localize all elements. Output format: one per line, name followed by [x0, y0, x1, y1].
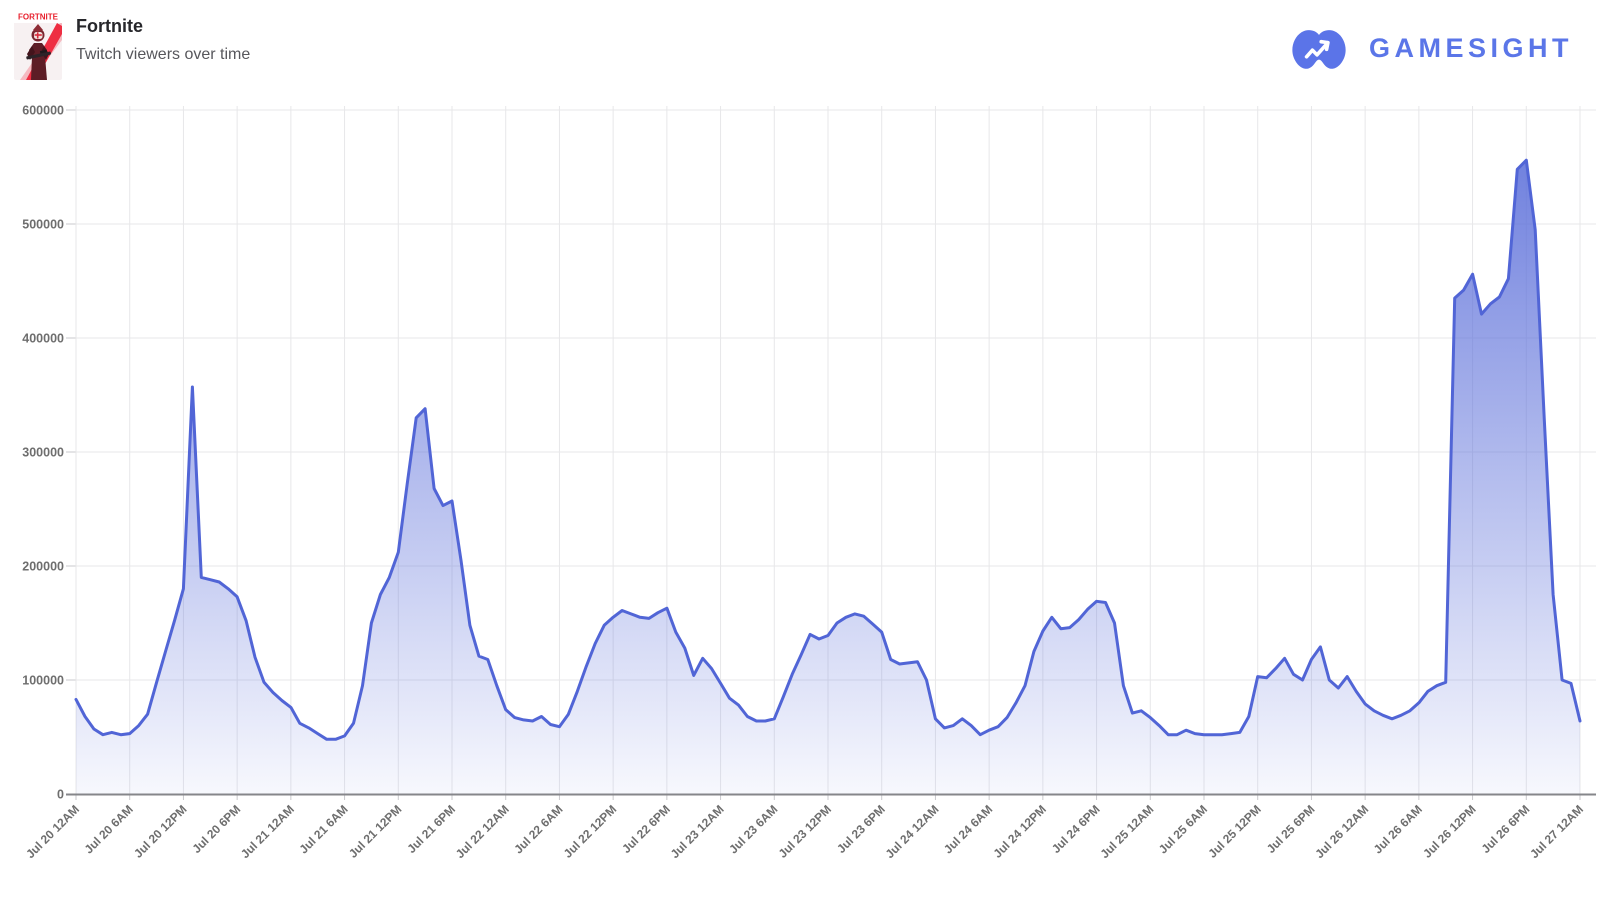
x-tick-label: Jul 22 6AM: [511, 802, 565, 856]
x-tick-label: Jul 21 12PM: [346, 802, 404, 860]
x-tick-label: Jul 23 12AM: [668, 802, 727, 861]
x-tick-label: Jul 21 6PM: [404, 802, 458, 856]
character-art: [26, 24, 51, 80]
y-tick-label: 400000: [22, 332, 64, 346]
page-title: Fortnite: [76, 16, 143, 36]
x-tick-label: Jul 23 12PM: [776, 802, 834, 860]
x-tick-label: Jul 24 12PM: [990, 802, 1048, 860]
x-tick-label: Jul 22 12PM: [561, 802, 619, 860]
y-tick-label: 600000: [22, 104, 64, 118]
page-subtitle: Twitch viewers over time: [76, 46, 251, 63]
y-tick-label: 300000: [22, 446, 64, 460]
y-tick-label: 200000: [22, 560, 64, 574]
x-tick-label: Jul 20 6AM: [82, 802, 136, 856]
x-tick-label: Jul 20 12AM: [23, 802, 82, 861]
x-tick-label: Jul 25 6AM: [1156, 802, 1210, 856]
x-tick-label: Jul 24 6AM: [941, 802, 995, 856]
y-tick-label: 100000: [22, 674, 64, 688]
gamesight-logo[interactable]: GAMESIGHT: [1291, 0, 1573, 96]
gamepad-icon: [1292, 30, 1346, 69]
x-tick-label: Jul 20 6PM: [190, 802, 244, 856]
y-tick-label: 0: [57, 788, 64, 802]
viewers-line: [74, 158, 1582, 741]
x-tick-label: Jul 25 6PM: [1264, 802, 1318, 856]
fortnite-box-art: FORTNITE: [14, 10, 62, 80]
x-tick-label: Jul 21 12AM: [238, 802, 297, 861]
x-tick-label: Jul 26 6PM: [1479, 802, 1533, 856]
y-tick-label: 500000: [22, 218, 64, 232]
x-tick-label: Jul 27 12AM: [1527, 802, 1586, 861]
x-tick-label: Jul 22 6PM: [619, 802, 673, 856]
x-tick-label: Jul 24 6PM: [1049, 802, 1103, 856]
x-tick-label: Jul 24 12AM: [883, 802, 942, 861]
x-tick-label: Jul 25 12PM: [1205, 802, 1263, 860]
box-art-title: FORTNITE: [18, 13, 59, 22]
brand-wordmark: GAMESIGHT: [1368, 32, 1573, 63]
x-tick-label: Jul 25 12AM: [1097, 802, 1156, 861]
x-tick-label: Jul 22 12AM: [453, 802, 512, 861]
x-tick-label: Jul 26 12AM: [1312, 802, 1371, 861]
x-tick-label: Jul 20 12PM: [131, 802, 189, 860]
x-tick-label: Jul 23 6AM: [726, 802, 780, 856]
x-tick-label: Jul 21 6AM: [296, 802, 350, 856]
x-tick-label: Jul 26 6AM: [1371, 802, 1425, 856]
x-tick-label: Jul 23 6PM: [834, 802, 888, 856]
viewers-area-fill: [76, 160, 1580, 794]
x-tick-label: Jul 26 12PM: [1420, 802, 1478, 860]
